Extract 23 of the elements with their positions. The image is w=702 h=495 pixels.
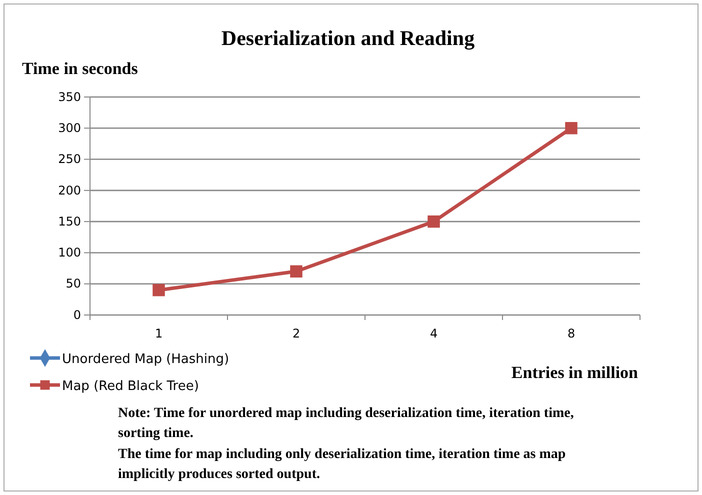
y-tick-label: 150: [58, 214, 81, 228]
text: The time for map including only deserialization time, iteration time as map implicitly produces sorted output.: [118, 447, 566, 482]
point: [565, 122, 578, 134]
x-axis-title: Entries in million: [511, 363, 639, 382]
x-tick-label: 8: [567, 326, 576, 341]
text: Note: Time for unordered map including deserialization time, iteration time, sorting time.: [118, 406, 574, 441]
y-tick-label: 50: [66, 276, 81, 291]
x-tick-label: 1: [154, 326, 163, 341]
x-tick-label: 2: [292, 326, 300, 341]
y-tick-label: 300: [58, 120, 81, 135]
y-axis-title: Time in seconds: [22, 59, 138, 78]
legend-label: Map (Red Black Tree): [62, 379, 199, 394]
legend-label: Unordered Map (Hashing): [62, 352, 230, 367]
y-tick-label: 0: [73, 308, 81, 322]
chart-title: Deserialization and Reading: [221, 26, 476, 50]
y-tick-label: 200: [58, 183, 81, 198]
point: [152, 284, 165, 296]
y-tick-label: 250: [58, 152, 81, 166]
point: [290, 265, 302, 278]
y-tick-label: 100: [58, 246, 81, 260]
x-tick-label: 4: [430, 326, 438, 341]
y-tick-label: 350: [58, 90, 81, 104]
point: [428, 215, 440, 228]
